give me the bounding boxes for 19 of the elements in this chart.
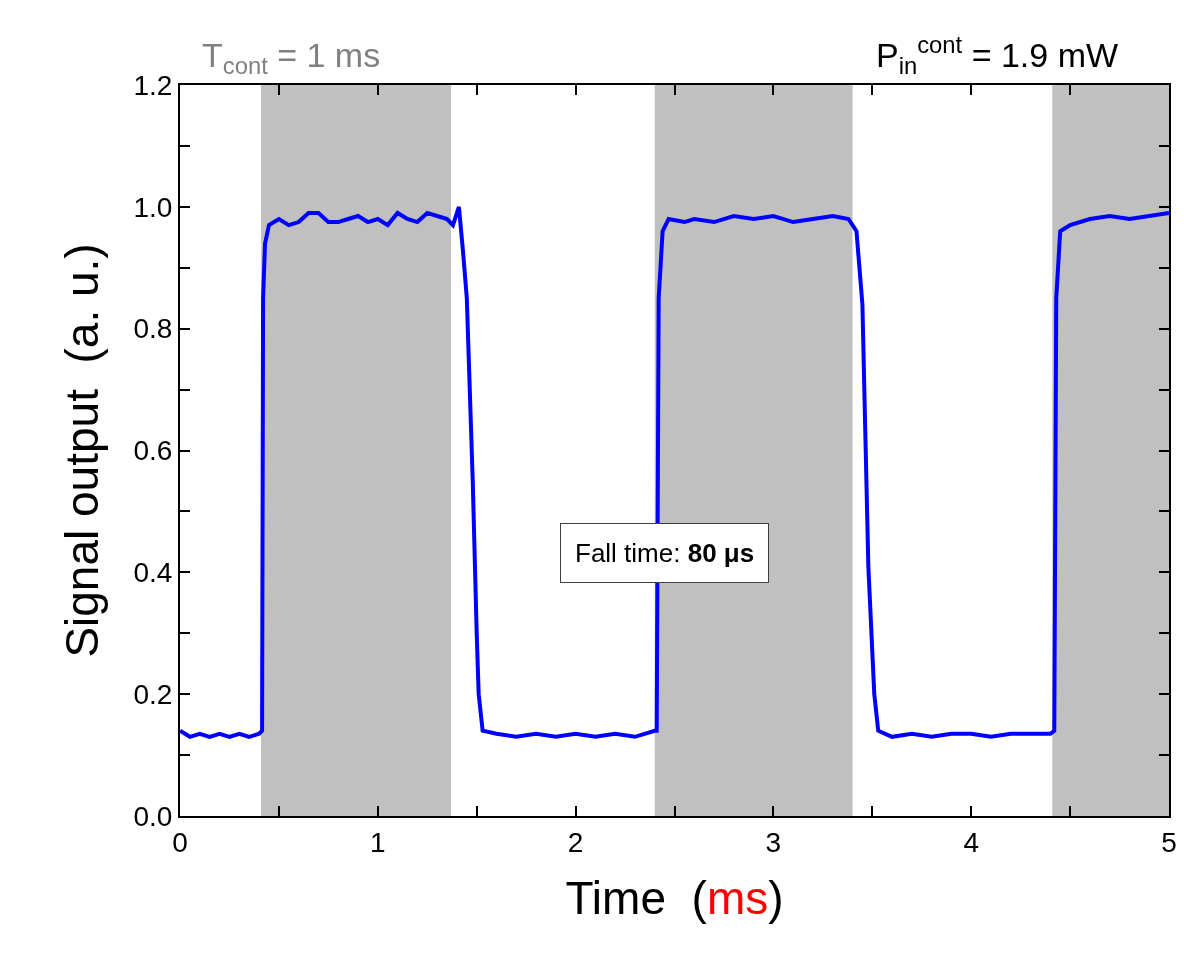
y-tick-label: 0.6 xyxy=(133,435,173,467)
y-tick-label: 1.0 xyxy=(133,191,173,223)
x-tick-label: 1 xyxy=(370,826,386,858)
line-series xyxy=(180,204,1169,739)
x-tick-label: 4 xyxy=(963,826,979,858)
y-tick-label: 0.8 xyxy=(133,313,173,345)
x-tick-label: 2 xyxy=(567,826,584,858)
text: P$_{in}$$^{cont}$ = 1.9 mW xyxy=(876,31,1119,80)
text: T$_{cont}$ = 1 ms xyxy=(202,36,381,80)
x-tick-label: 3 xyxy=(765,826,782,858)
x-axis-title: Time (ms) xyxy=(565,871,784,924)
y-axis-title: Signal output (a. u.) xyxy=(56,243,109,658)
y-tick-label: 1.2 xyxy=(133,69,173,101)
y-tick-label: 0.2 xyxy=(133,678,173,710)
y-tick-label: 0.0 xyxy=(133,800,173,832)
annotation: Fall time: 80 μs xyxy=(575,538,755,568)
y-tick-label: 0.4 xyxy=(133,557,173,589)
x-tick-label: 0 xyxy=(172,826,188,858)
x-tick-label: 5 xyxy=(1161,826,1177,858)
